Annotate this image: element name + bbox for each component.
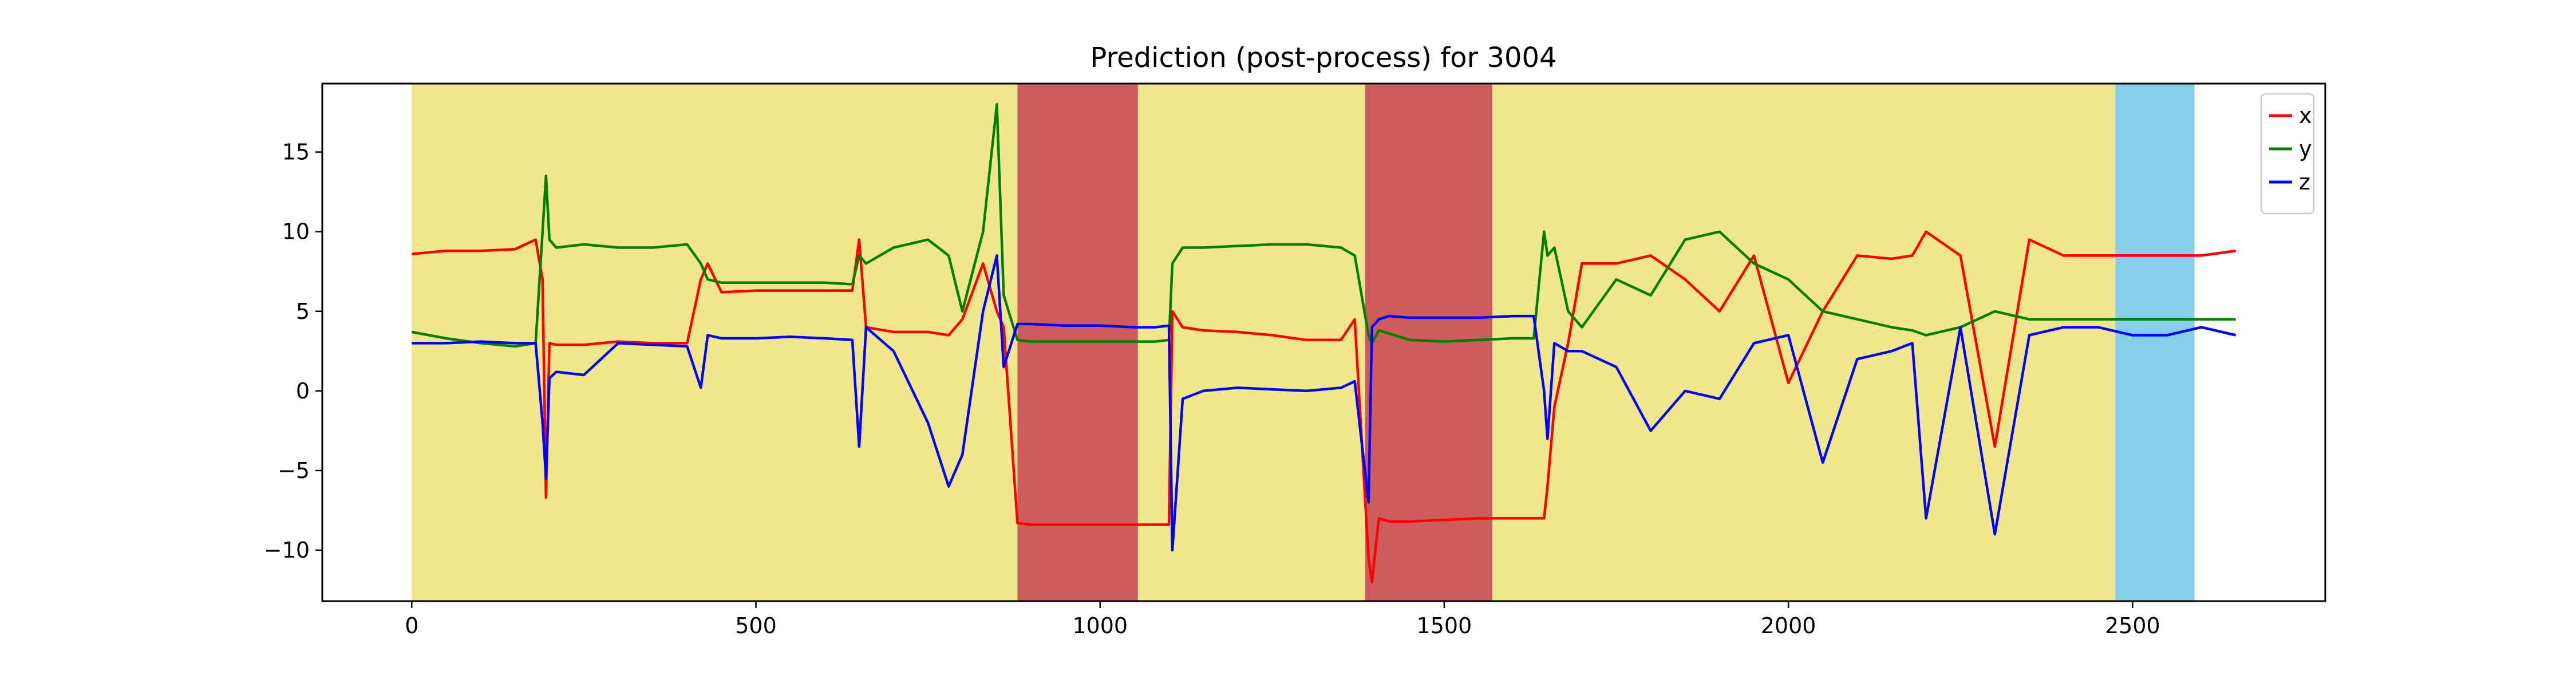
y-tick-label: −10 bbox=[264, 538, 310, 563]
series-lines bbox=[411, 102, 2237, 583]
background-band-5 bbox=[2115, 84, 2195, 601]
x-tick-label: 2000 bbox=[1761, 613, 1816, 638]
y-tick-label: −5 bbox=[278, 458, 310, 483]
x-tick-label: 2500 bbox=[2105, 613, 2160, 638]
series-line-y bbox=[411, 102, 2236, 348]
y-tick-label: 10 bbox=[282, 219, 310, 244]
x-tick-label: 1500 bbox=[1417, 613, 1472, 638]
chart-title: Prediction (post-process) for 3004 bbox=[1090, 42, 1556, 74]
y-tick-label: 0 bbox=[296, 378, 310, 404]
y-axis: −10 −5 0 5 10 15 bbox=[264, 140, 322, 563]
x-tick-label: 0 bbox=[405, 613, 418, 638]
series-line-z bbox=[412, 254, 2237, 552]
x-tick-label: 1000 bbox=[1072, 613, 1128, 638]
y-tick-label: 5 bbox=[296, 299, 310, 324]
legend: xyz bbox=[2260, 93, 2315, 215]
legend-box bbox=[2260, 93, 2315, 215]
legend-label-y: y bbox=[2299, 136, 2312, 161]
background-band-3 bbox=[1365, 84, 1493, 601]
y-tick-label: 15 bbox=[282, 140, 310, 165]
series-line-x bbox=[412, 230, 2237, 583]
background-band-4 bbox=[1492, 84, 2116, 601]
x-tick-label: 500 bbox=[735, 613, 777, 638]
x-axis: 0 500 1000 1500 2000 2500 bbox=[405, 601, 2160, 638]
plot-frame bbox=[321, 82, 2326, 602]
legend-label-z: z bbox=[2299, 169, 2310, 195]
legend-label-x: x bbox=[2299, 103, 2312, 128]
